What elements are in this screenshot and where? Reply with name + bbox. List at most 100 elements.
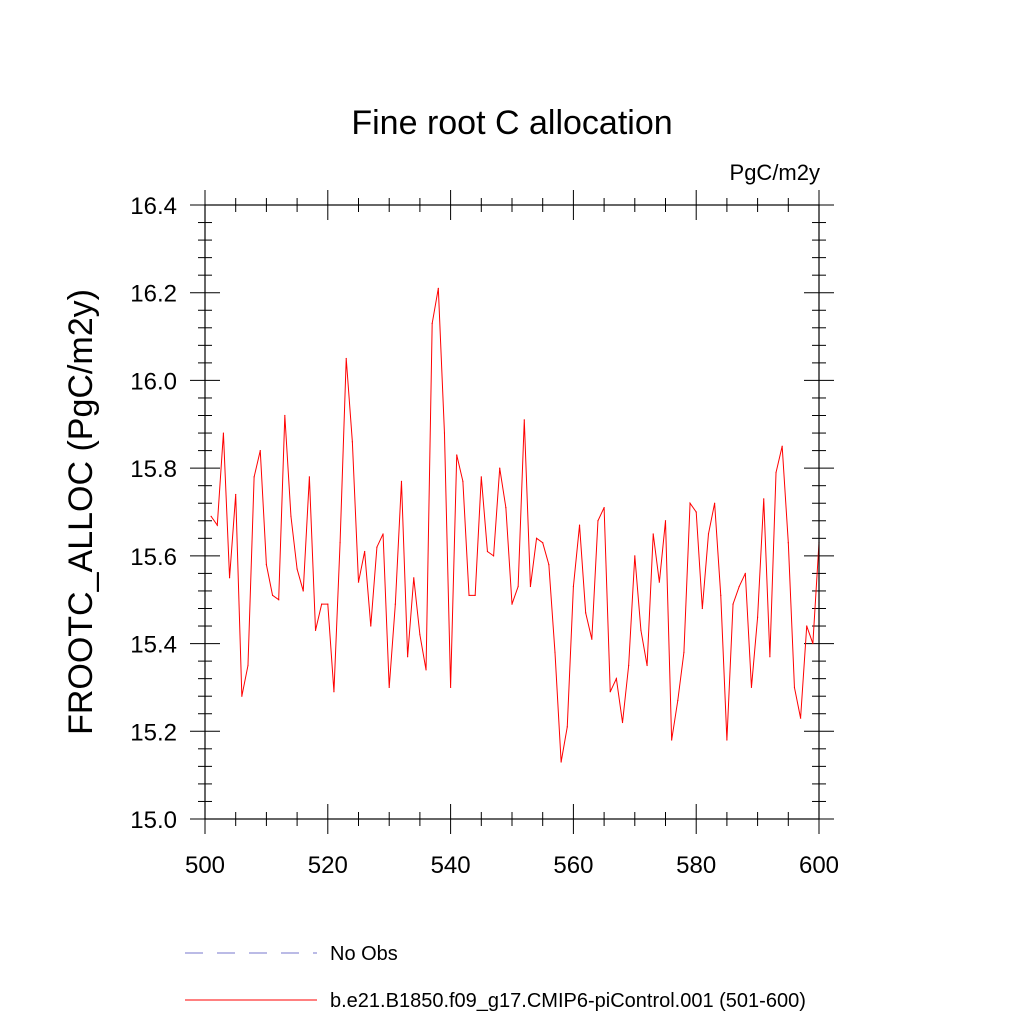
- y-tick-label: 16.0: [130, 368, 177, 395]
- data-point-524: [351, 441, 353, 443]
- data-point-572: [646, 664, 648, 667]
- data-point-561: [578, 524, 581, 526]
- x-tick-label: 560: [553, 852, 593, 879]
- y-tick-label: 15.6: [130, 544, 177, 571]
- data-point-553: [529, 585, 532, 588]
- y-tick-label: 15.8: [130, 456, 177, 483]
- data-point-563: [591, 638, 593, 640]
- data-point-505: [235, 493, 237, 496]
- data-point-567: [615, 678, 617, 680]
- data-point-509: [259, 450, 261, 452]
- data-point-554: [535, 537, 538, 539]
- legend-label-model-run: b.e21.B1850.f09_g17.CMIP6-piControl.001 …: [330, 990, 806, 1012]
- data-point-556: [548, 564, 550, 566]
- data-point-558: [560, 761, 562, 763]
- x-tick-label: 520: [308, 852, 348, 879]
- data-point-504: [228, 577, 231, 579]
- data-points: [210, 287, 820, 763]
- data-point-587: [738, 585, 740, 588]
- data-point-519: [321, 603, 323, 605]
- data-point-574: [658, 581, 660, 583]
- data-point-512: [278, 599, 280, 601]
- data-point-598: [806, 625, 808, 627]
- data-point-591: [763, 498, 765, 500]
- data-point-557: [554, 651, 556, 653]
- x-tick-label: 500: [185, 852, 225, 879]
- data-point-520: [327, 603, 329, 605]
- data-point-535: [419, 634, 421, 636]
- x-tick-label: 580: [676, 852, 716, 879]
- data-point-507: [247, 664, 249, 667]
- data-point-570: [634, 555, 636, 557]
- data-point-551: [517, 585, 519, 588]
- data-point-583: [714, 502, 716, 504]
- y-tick-label: 15.2: [130, 719, 177, 746]
- data-point-593: [775, 471, 777, 474]
- data-point-501: [210, 515, 212, 517]
- y-axis-label: FROOTC_ALLOC (PgC/m2y): [62, 289, 100, 735]
- y-tick-label: 16.4: [130, 193, 177, 220]
- y-tick-labels: 15.0 15.2 15.4 15.6 15.8 16.0 16.2 16.4: [130, 193, 177, 834]
- data-point-575: [664, 520, 667, 522]
- data-point-571: [640, 629, 642, 632]
- data-point-502: [216, 524, 218, 526]
- y-tick-label: 15.4: [130, 632, 177, 659]
- data-point-531: [394, 603, 396, 605]
- data-point-565: [603, 507, 605, 509]
- data-point-564: [597, 520, 599, 522]
- data-point-594: [781, 445, 783, 447]
- data-point-511: [271, 594, 274, 596]
- data-point-581: [701, 607, 703, 610]
- data-point-584: [720, 594, 722, 596]
- data-point-550: [511, 603, 513, 605]
- data-point-582: [707, 533, 710, 535]
- x-tick-labels: 500 520 540 560 580 600: [185, 852, 839, 879]
- data-point-526: [364, 550, 366, 553]
- data-point-513: [284, 414, 286, 417]
- minor-ticks: [198, 198, 826, 826]
- data-point-530: [388, 686, 390, 689]
- data-point-585: [726, 739, 728, 741]
- data-point-549: [505, 507, 507, 509]
- data-point-547: [492, 555, 495, 557]
- data-point-555: [542, 542, 544, 544]
- data-point-536: [425, 669, 427, 671]
- data-point-569: [628, 664, 630, 667]
- data-point-545: [480, 476, 482, 478]
- data-point-532: [400, 480, 403, 482]
- data-point-597: [799, 717, 802, 719]
- data-point-589: [750, 686, 753, 689]
- data-point-586: [732, 603, 734, 605]
- data-point-576: [671, 739, 673, 741]
- data-point-528: [376, 546, 378, 548]
- data-point-546: [486, 550, 489, 553]
- series-line: [210, 288, 820, 763]
- data-point-559: [566, 726, 568, 728]
- data-point-529: [382, 533, 384, 535]
- units-label: PgC/m2y: [730, 160, 820, 185]
- data-point-506: [241, 695, 243, 697]
- data-point-566: [609, 691, 611, 693]
- y-tick-label: 16.2: [130, 281, 177, 308]
- legend-label-no-obs: No Obs: [330, 943, 398, 965]
- data-point-541: [456, 454, 458, 456]
- data-point-537: [431, 322, 433, 325]
- data-point-568: [621, 721, 624, 724]
- data-point-588: [744, 572, 746, 575]
- data-point-508: [253, 476, 255, 478]
- y-tick-label: 15.0: [130, 807, 177, 834]
- legend: No Obs b.e21.B1850.f09_g17.CMIP6-piContr…: [185, 943, 806, 1012]
- data-point-539: [443, 432, 446, 434]
- data-point-562: [585, 612, 587, 614]
- data-point-595: [787, 542, 789, 544]
- data-point-543: [468, 594, 470, 596]
- data-point-540: [450, 686, 452, 689]
- data-point-590: [757, 616, 759, 618]
- data-point-599: [812, 642, 814, 645]
- data-point-544: [474, 594, 476, 596]
- data-point-573: [652, 533, 654, 535]
- data-point-560: [572, 585, 575, 588]
- data-point-527: [370, 625, 372, 627]
- data-point-525: [357, 581, 360, 583]
- data-point-514: [290, 515, 292, 517]
